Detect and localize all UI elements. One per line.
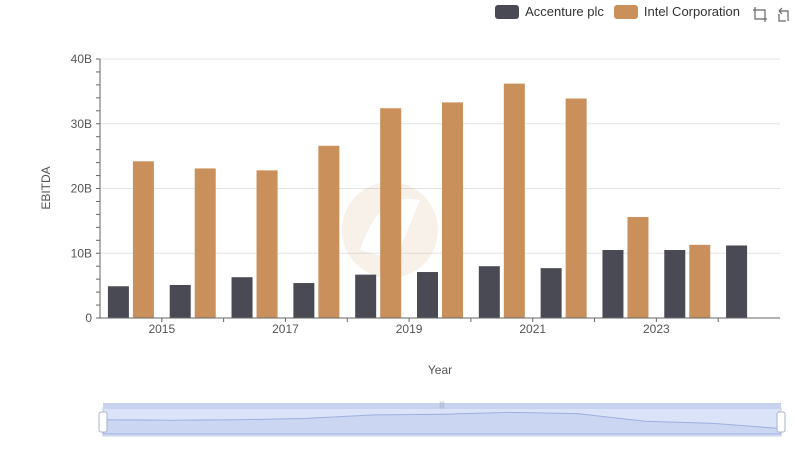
x-tick-label: 2023 <box>643 322 670 336</box>
toolbox <box>752 6 792 22</box>
zoom-select-icon[interactable] <box>752 6 768 22</box>
y-tick-label: 20B <box>71 182 92 196</box>
bar-accenture-2021 <box>540 268 562 318</box>
bar-intel-2014 <box>132 161 154 318</box>
bar-accenture-2016 <box>231 277 253 318</box>
x-tick-label: 2019 <box>396 322 423 336</box>
y-tick-label: 0 <box>85 311 92 325</box>
legend-label: Accenture plc <box>525 4 604 19</box>
zoom-reset-icon[interactable] <box>776 6 792 22</box>
bar-intel-2019 <box>442 102 463 318</box>
bar-accenture-2019 <box>417 272 438 318</box>
bar-accenture-2022 <box>602 250 624 318</box>
legend-swatch <box>495 4 520 19</box>
bar-accenture-2020 <box>478 266 500 318</box>
data-zoom-slider[interactable]: ||| <box>98 402 786 437</box>
x-tick-label: 2021 <box>519 322 546 336</box>
legend: Accenture plc Intel Corporation <box>495 4 740 19</box>
y-tick-label: 40B <box>71 52 92 66</box>
bar-accenture-2014 <box>107 286 129 318</box>
bars <box>107 83 748 319</box>
slider-grip-icon: ||| <box>439 402 445 409</box>
bar-intel-2018 <box>380 108 402 319</box>
slider-preview-area <box>102 411 782 435</box>
y-axis-label: EBITDA <box>39 166 53 209</box>
bar-intel-2020 <box>503 83 525 318</box>
bar-intel-2015 <box>194 168 216 318</box>
legend-item-accenture[interactable]: Accenture plc <box>495 4 604 19</box>
x-tick-label: 2017 <box>272 322 299 336</box>
x-tick-label: 2015 <box>148 322 175 336</box>
bar-intel-2022 <box>627 216 649 318</box>
bar-accenture-2017 <box>293 283 315 318</box>
legend-swatch <box>613 4 638 19</box>
bar-intel-2016 <box>256 170 278 318</box>
bar-accenture-2018 <box>355 274 377 318</box>
slider-left-handle[interactable] <box>98 411 108 433</box>
y-tick-label: 10B <box>71 246 92 260</box>
bar-accenture-2024 <box>726 245 748 318</box>
x-axis-label: Year <box>428 363 452 377</box>
y-tick-label: 30B <box>71 117 92 131</box>
slider-right-handle[interactable] <box>776 411 786 433</box>
bar-intel-2017 <box>318 145 340 318</box>
axes: 0 10B 20B 30B 40B 2015 2017 2019 2021 2023 <box>71 52 780 336</box>
slider-top-bar[interactable] <box>103 403 781 409</box>
legend-label: Intel Corporation <box>643 4 740 19</box>
bar-intel-2021 <box>565 98 587 318</box>
bar-intel-2023 <box>689 244 711 318</box>
bar-accenture-2015 <box>169 284 191 318</box>
bar-accenture-2023 <box>664 250 686 318</box>
legend-item-intel[interactable]: Intel Corporation <box>613 4 740 19</box>
